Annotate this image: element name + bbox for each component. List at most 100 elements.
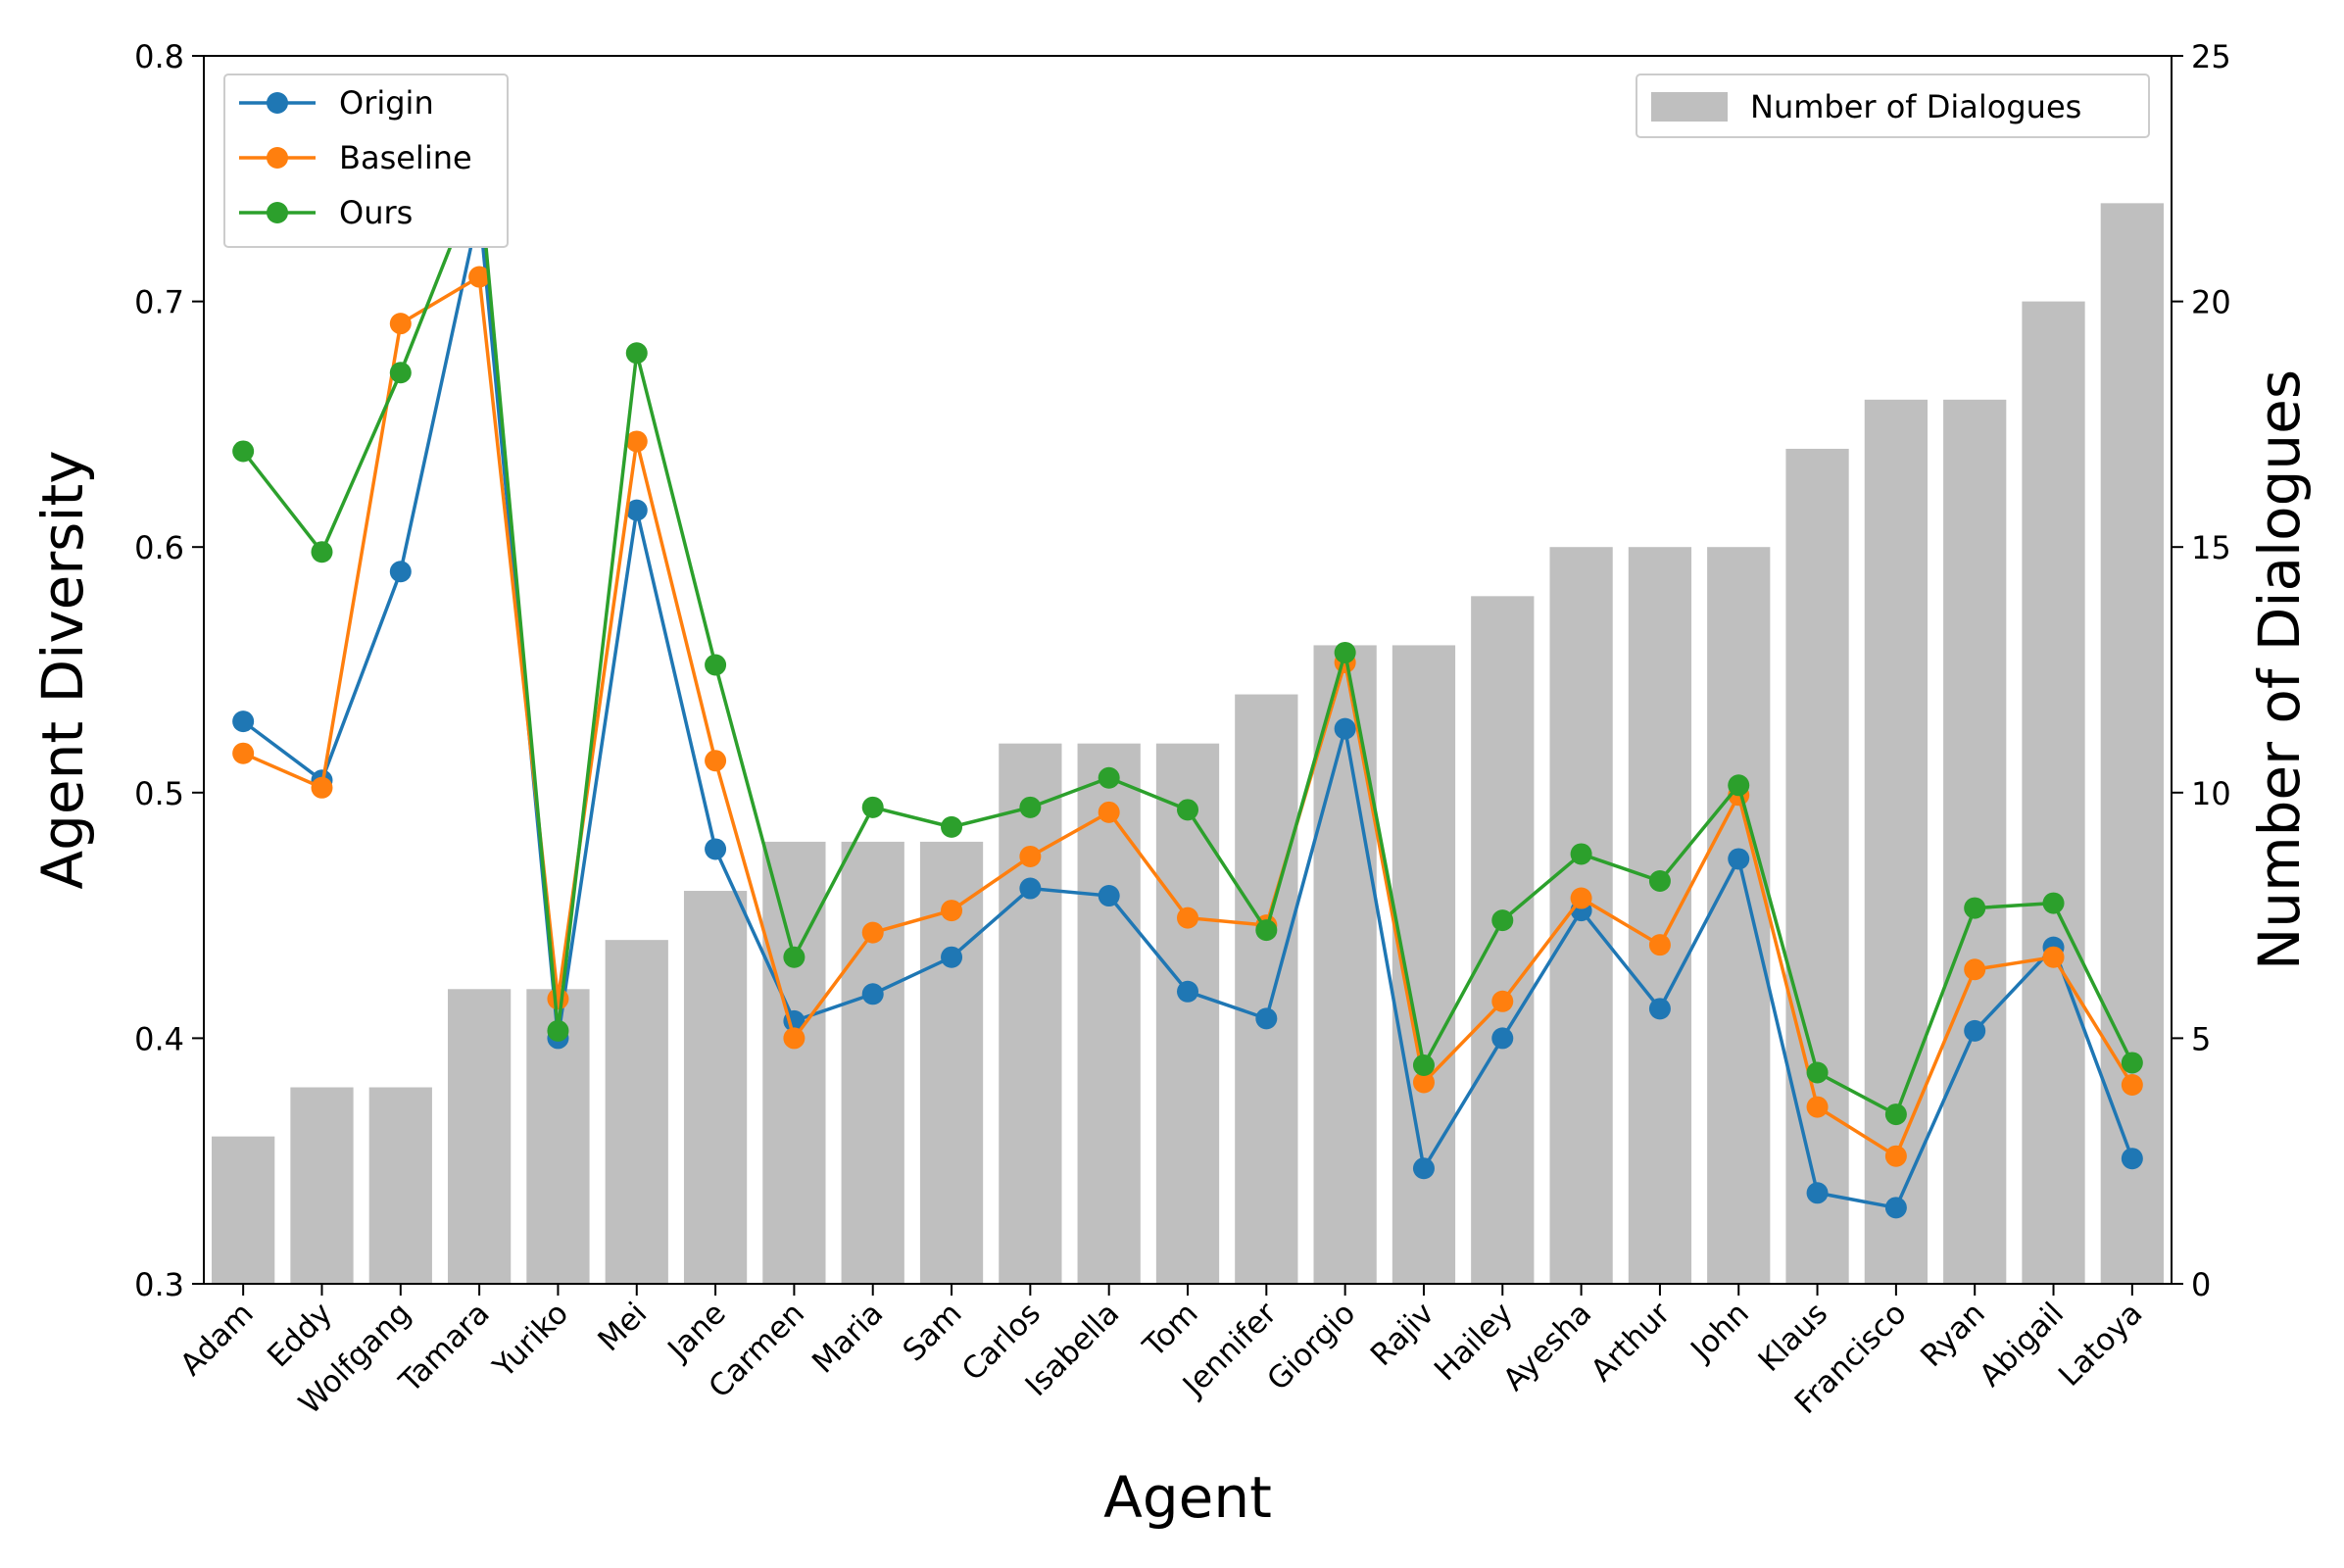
bar-wolfgang [368,1087,432,1284]
point-origin-giorgio [1334,717,1356,740]
point-ours-carlos [1019,796,1042,818]
point-baseline-wolfgang [389,313,412,335]
point-ours-francisco [1884,1103,1907,1126]
point-ours-carmen [783,946,806,968]
point-origin-isabella [1098,885,1120,907]
point-origin-hailey [1491,1027,1514,1050]
bar-tamara [447,989,512,1284]
x-tick-label-sam: Sam [897,1296,969,1368]
x-tick-label-yuriko: Yuriko [486,1296,575,1385]
x-tick-label-mei: Mei [591,1296,654,1358]
legend-bar-label: Number of Dialogues [1750,88,2081,125]
legend-label-ours: Ours [339,194,413,231]
point-baseline-ryan [1964,958,1986,981]
bar-john [1707,547,1771,1284]
point-ours-rajiv [1412,1054,1435,1076]
point-ours-mei [625,342,648,365]
bar-hailey [1471,596,1535,1284]
bar-tom [1155,743,1220,1284]
x-tick-label-jane: Jane [660,1296,733,1368]
point-origin-maria [861,983,884,1005]
bar-eddy [290,1087,354,1284]
y-right-tick-label: 20 [2191,284,2231,321]
point-ours-latoya [2121,1052,2143,1074]
point-baseline-maria [861,921,884,944]
point-ours-yuriko [547,1019,569,1042]
legend-bars: Number of Dialogues [1636,74,2150,138]
point-baseline-klaus [1806,1096,1829,1118]
lines-layer [232,163,2143,1219]
point-baseline-francisco [1884,1145,1907,1167]
point-baseline-hailey [1491,990,1514,1012]
x-tick-label-maria: Maria [806,1296,890,1380]
bar-klaus [1785,448,1849,1285]
point-origin-francisco [1884,1197,1907,1219]
point-origin-jennifer [1255,1007,1278,1030]
point-baseline-rajiv [1412,1071,1435,1094]
x-tick-label-latoya: Latoya [2052,1296,2150,1394]
point-ours-wolfgang [389,362,412,384]
point-baseline-abigail [2042,946,2065,968]
point-baseline-adam [232,742,255,764]
x-axis-label: Agent [1103,1464,1272,1531]
point-ours-jane [705,654,727,676]
y-right-tick-label: 5 [2191,1020,2211,1057]
point-origin-jane [705,838,727,860]
bar-latoya [2100,203,2164,1285]
point-baseline-latoya [2121,1074,2143,1097]
x-tick-label-john: John [1683,1296,1756,1369]
point-origin-john [1728,848,1750,870]
bar-mei [605,940,668,1284]
legend-label-origin: Origin [339,84,434,122]
point-origin-rajiv [1412,1157,1435,1180]
legend-marker-baseline [267,147,288,169]
point-baseline-carmen [783,1027,806,1050]
y-left-tick-label: 0.6 [134,529,184,566]
point-baseline-sam [941,900,963,922]
y-left-tick-label: 0.5 [134,775,184,812]
y-left-tick-label: 0.3 [134,1266,184,1303]
point-baseline-mei [625,430,648,453]
point-origin-arthur [1648,998,1671,1020]
point-ours-hailey [1491,909,1514,932]
point-baseline-carlos [1019,845,1042,867]
point-origin-sam [941,946,963,968]
bar-francisco [1864,399,1929,1285]
point-origin-tom [1177,980,1198,1003]
point-ours-abigail [2042,892,2065,914]
bar-giorgio [1313,645,1377,1284]
point-baseline-jane [705,750,727,772]
point-baseline-tamara [468,266,491,288]
y-left-tick-label: 0.4 [134,1020,184,1057]
point-ours-adam [232,440,255,463]
point-ours-maria [861,796,884,818]
y-left-tick-label: 0.7 [134,284,184,321]
x-tick-label-tom: Tom [1136,1296,1205,1365]
x-tick-label-arthur: Arthur [1585,1296,1678,1389]
point-ours-jennifer [1255,919,1278,942]
point-baseline-isabella [1098,801,1120,823]
point-origin-wolfgang [389,561,412,583]
point-ours-tom [1177,799,1198,821]
bar-carmen [762,841,826,1284]
point-ours-isabella [1098,766,1120,789]
point-ours-sam [941,815,963,838]
point-baseline-yuriko [547,988,569,1010]
point-ours-john [1728,774,1750,797]
point-origin-ryan [1964,1019,1986,1042]
point-ours-eddy [311,541,333,564]
y-left-tick-label: 0.8 [134,38,184,75]
y-right-tick-label: 25 [2191,38,2231,75]
x-tick-label-giorgio: Giorgio [1260,1296,1362,1397]
bar-ryan [1943,399,2007,1285]
point-baseline-eddy [311,776,333,799]
point-origin-adam [232,710,255,733]
y-right-tick-label: 10 [2191,775,2231,812]
legend-bars-box [1636,74,2150,138]
bar-arthur [1628,547,1692,1284]
bar-maria [841,841,904,1284]
point-origin-latoya [2121,1148,2143,1170]
x-tick-label-ayesha: Ayesha [1496,1296,1598,1397]
bar-jennifer [1235,694,1298,1284]
